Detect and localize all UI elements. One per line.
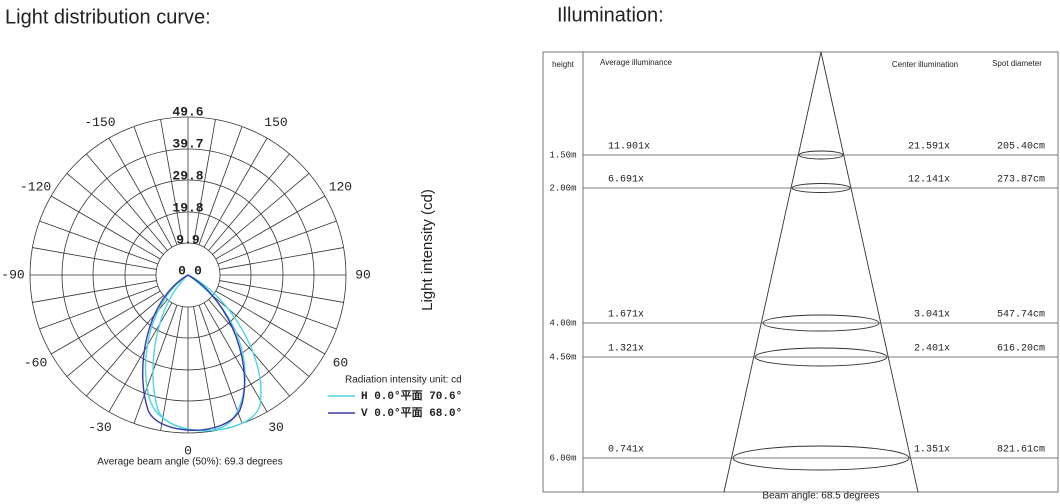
- height-label: 4.00m: [549, 318, 576, 328]
- spot-diameter: 821.61cm: [997, 445, 1045, 456]
- spoke: [203, 302, 268, 413]
- header: Spot diameter: [992, 59, 1042, 68]
- spoke: [219, 280, 344, 303]
- angle-label: 120: [329, 179, 352, 194]
- spoke: [219, 247, 344, 270]
- header: Average illuminance: [600, 58, 672, 67]
- spoke: [50, 290, 161, 355]
- center-illumination: 1.351x: [914, 445, 950, 456]
- spot-diameter: 205.40cm: [997, 142, 1045, 153]
- spot-diameter: 547.74cm: [997, 310, 1045, 321]
- angle-label: -30: [88, 420, 111, 435]
- angle-label: 60: [333, 355, 349, 370]
- ring-label: 39.7: [172, 136, 203, 151]
- ring-label: 9.9: [176, 232, 200, 247]
- angle-label: -60: [24, 355, 47, 370]
- frame: [542, 51, 1059, 493]
- spoke: [66, 173, 164, 255]
- spoke: [198, 304, 243, 424]
- avg-illuminance: 1.321x: [608, 344, 644, 355]
- ring-label: 19.8: [172, 200, 203, 215]
- v-curve: [142, 274, 246, 431]
- spot: [798, 150, 844, 160]
- center-illumination: 12.141x: [908, 175, 950, 186]
- spoke: [39, 220, 159, 265]
- spoke: [215, 195, 326, 260]
- spot-diameter: 616.20cm: [997, 344, 1045, 355]
- angle-label: -120: [20, 179, 51, 194]
- spoke: [193, 119, 216, 244]
- spoke: [50, 195, 161, 260]
- spacer: [139, 275, 248, 432]
- spoke: [32, 280, 157, 303]
- center-illumination: 21.591x: [908, 142, 950, 153]
- spoke: [39, 285, 159, 330]
- angle-label: 150: [264, 115, 287, 130]
- header: height: [552, 60, 575, 69]
- angle-label: 0: [184, 443, 192, 458]
- cone-edge: [723, 51, 822, 493]
- avg-illuminance: 1.671x: [608, 310, 644, 321]
- spoke: [66, 295, 164, 377]
- angle-label: -150: [84, 115, 115, 130]
- legend-entry: H 0.0°平面 70.6°: [361, 389, 462, 403]
- spoke: [108, 302, 173, 413]
- angle-label: -90: [1, 267, 24, 282]
- spoke: [160, 306, 183, 431]
- ring-label: 29.8: [172, 168, 203, 183]
- ring-label: 0: [178, 263, 186, 278]
- height-label: 2.00m: [549, 183, 576, 193]
- ring-label: 0: [194, 263, 202, 278]
- avg-illuminance: 11.901x: [608, 142, 650, 153]
- h-curve-right: [152, 274, 262, 432]
- angle-label: 30: [268, 420, 284, 435]
- spot: [791, 183, 851, 193]
- spoke: [160, 119, 183, 244]
- height-label: 1.50m: [549, 150, 576, 160]
- angle-label: 90: [355, 267, 371, 282]
- spoke: [193, 306, 216, 431]
- spot: [732, 445, 910, 471]
- spoke: [215, 290, 326, 355]
- spoke: [208, 153, 290, 251]
- spoke: [198, 126, 243, 246]
- polar-title: Light distribution curve:: [5, 6, 211, 28]
- spoke: [32, 247, 157, 270]
- axis-label: Light intensity (cd): [419, 189, 436, 311]
- legend-entry: V 0.0°平面 68.0°: [361, 406, 462, 420]
- spot-diameter: 273.87cm: [997, 175, 1045, 186]
- spoke: [208, 299, 290, 397]
- cone-edge: [820, 51, 919, 493]
- spoke: [133, 126, 178, 246]
- caption: Average beam angle (50%): 69.3 degrees: [97, 457, 283, 468]
- legend-title: Radiation intensity unit: cd: [345, 375, 462, 386]
- height-label: 6.00m: [549, 453, 576, 463]
- spoke: [108, 137, 173, 248]
- spoke: [212, 173, 310, 255]
- header: Center illumination: [892, 60, 958, 69]
- avg-illuminance: 0.741x: [608, 445, 644, 456]
- avg-illuminance: 6.691x: [608, 175, 644, 186]
- spoke: [217, 285, 337, 330]
- center-illumination: 2.401x: [914, 344, 950, 355]
- spoke: [203, 137, 268, 248]
- caption: Beam angle: 68.5 degrees: [762, 491, 879, 502]
- illumination-diagram: Illumination: height Average illuminance…: [542, 4, 1059, 502]
- ring-label: 49.6: [172, 104, 203, 119]
- spoke: [86, 153, 168, 251]
- center-illumination: 3.041x: [914, 310, 950, 321]
- height-label: 4.50m: [549, 352, 576, 362]
- spot: [754, 347, 888, 367]
- spoke: [217, 220, 337, 265]
- spot: [762, 314, 880, 332]
- illum-title: Illumination:: [557, 4, 664, 26]
- spoke: [133, 304, 178, 424]
- polar-chart: Light distribution curve: 49.6 39.7 29.8 19…: [1, 6, 462, 467]
